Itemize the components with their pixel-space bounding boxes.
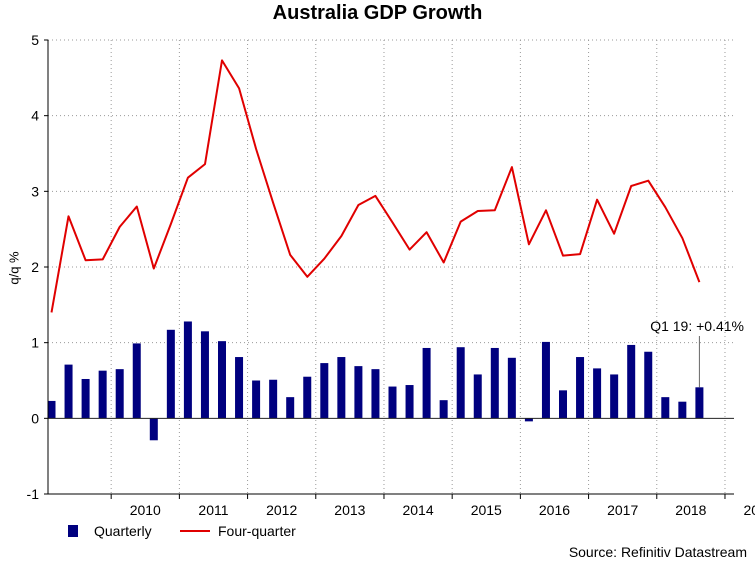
bar [695, 387, 703, 418]
y-tick-label: 2 [31, 259, 39, 275]
bar [627, 345, 635, 418]
x-tick-label: 2012 [266, 502, 297, 518]
bar [201, 331, 209, 418]
x-tick-label: 2017 [607, 502, 638, 518]
bar [65, 365, 73, 419]
bar [474, 374, 482, 418]
bar [184, 321, 192, 418]
y-tick-label: -1 [27, 486, 40, 502]
bar [99, 371, 107, 419]
source-note: Source: Refinitiv Datastream [569, 544, 747, 560]
legend-four-quarter: Four-quarter [180, 523, 296, 539]
x-tick-label: 2010 [130, 502, 161, 518]
bar [576, 357, 584, 418]
bar [491, 348, 499, 418]
bar [167, 330, 175, 419]
bar [218, 341, 226, 418]
bar [678, 402, 686, 419]
x-tick-label: 2016 [539, 502, 570, 518]
bar [286, 397, 294, 418]
bar [389, 387, 397, 419]
bar [644, 352, 652, 419]
legend-four-quarter-swatch [180, 530, 210, 532]
y-tick-label: 1 [31, 335, 39, 351]
bar [593, 368, 601, 418]
x-tick-label: 2011 [198, 502, 228, 518]
annotation-label: Q1 19: +0.41% [650, 318, 744, 334]
bar [610, 374, 618, 418]
legend-quarterly: Quarterly [68, 523, 152, 539]
bar [303, 377, 311, 419]
y-tick-label: 5 [31, 32, 39, 48]
bar [423, 348, 431, 418]
axes: 5 4 3 2 1 0 -1 2010 2011 2012 2013 2014 2015 2016 2017… [27, 32, 755, 518]
bar [48, 401, 56, 418]
legend-four-quarter-label: Four-quarter [218, 523, 296, 539]
four-quarter-line [52, 60, 700, 312]
legend-quarterly-swatch [68, 525, 78, 537]
annotation: Q1 19: +0.41% [650, 318, 744, 387]
bar [406, 385, 414, 418]
x-tick-label: 2019 [743, 502, 755, 518]
bar [440, 400, 448, 418]
bar [150, 418, 158, 440]
bar [133, 343, 141, 418]
bar [269, 380, 277, 419]
line-series-four-quarter [52, 60, 700, 312]
y-tick-label: 4 [31, 108, 39, 124]
x-tick-label: 2018 [675, 502, 706, 518]
y-tick-label: 0 [31, 410, 39, 426]
bar [320, 363, 328, 418]
plot-area: 5 4 3 2 1 0 -1 2010 2011 2012 2013 2014 2015 2016 2017… [0, 0, 755, 561]
bar [337, 357, 345, 418]
x-tick-label: 2015 [471, 502, 502, 518]
bar [252, 381, 260, 419]
bar [661, 397, 669, 418]
bar [235, 357, 243, 418]
bar [508, 358, 516, 419]
bar [116, 369, 124, 418]
bar [354, 366, 362, 418]
legend-quarterly-label: Quarterly [94, 523, 152, 539]
x-tick-label: 2013 [334, 502, 365, 518]
bar-series-quarterly [48, 321, 704, 440]
bar [559, 390, 567, 418]
bar [457, 347, 465, 418]
x-tick-label: 2014 [402, 502, 433, 518]
bar [542, 342, 550, 418]
bar [371, 369, 379, 418]
y-tick-label: 3 [31, 183, 39, 199]
bar [82, 379, 90, 418]
